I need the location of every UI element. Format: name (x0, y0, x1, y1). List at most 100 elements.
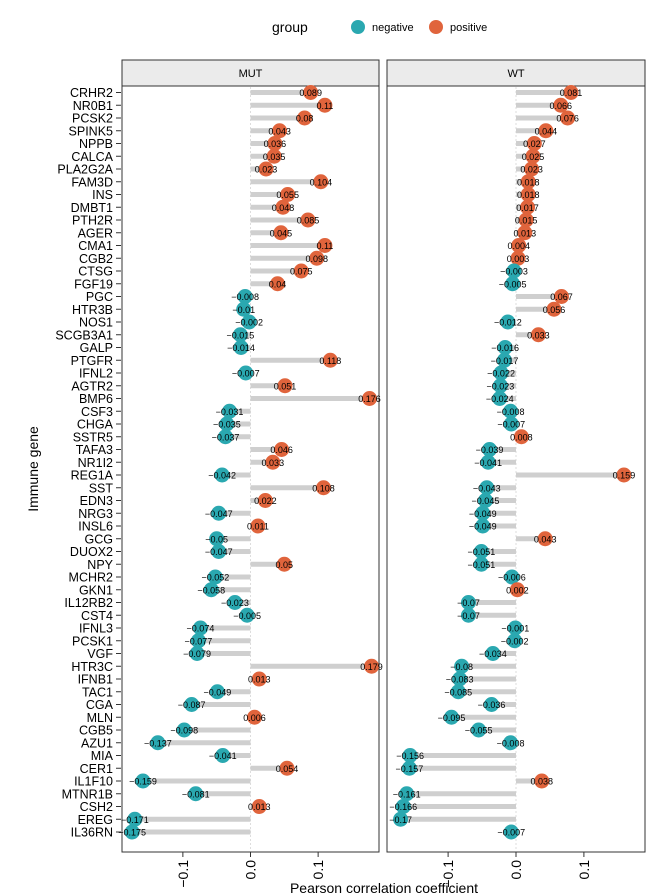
lollipop-point-fgf19 (270, 276, 286, 292)
lollipop-point-scgb3a1 (232, 327, 248, 343)
data-label: −0.098 (170, 726, 198, 736)
gene-label-AZU1: AZU1 (81, 736, 113, 750)
data-label: −0.043 (473, 483, 501, 493)
gene-label-NRG3: NRG3 (78, 507, 113, 521)
panel-wt: 0.081 0.066 0.076 0.044 0.027 0.025 0.023 0.018… (386, 85, 646, 853)
lollipop-point-spink5 (272, 123, 288, 139)
data-label: −0.161 (393, 789, 421, 799)
lollipop-point-cma1 (511, 238, 527, 253)
data-label: 0.023 (255, 165, 278, 175)
panel-wt-header: WT (386, 59, 646, 87)
data-label: 0.013 (514, 228, 537, 238)
lollipop-point-mchr2 (504, 569, 520, 585)
lollipop-point-csh2 (251, 799, 267, 814)
data-label: −0.005 (499, 279, 527, 289)
lollipop-point-agtr2 (492, 378, 508, 394)
gene-label-SST: SST (89, 481, 114, 495)
gene-label-INS: INS (92, 188, 113, 202)
lollipop-point-mtnr1b (399, 786, 415, 802)
lollipop-point-reg1a (616, 467, 632, 483)
gene-label-CST4: CST4 (81, 609, 113, 623)
lollipop-point-htr3c (364, 658, 380, 674)
data-label: 0.025 (522, 152, 545, 162)
lollipop-point-cgb5 (471, 722, 487, 738)
x-tick-label: 0.0 (508, 860, 524, 880)
lollipop-point-sstr5 (217, 429, 233, 445)
data-label: 0.038 (531, 777, 554, 787)
gene-label-NOS1: NOS1 (79, 316, 113, 330)
data-label: 0.075 (290, 267, 313, 277)
lollipop-point-tac1 (450, 684, 466, 700)
data-label: −0.07 (457, 598, 480, 608)
lollipop-point-scgb3a1 (530, 327, 546, 343)
data-label: −0.007 (497, 420, 525, 430)
lollipop-point-cgb2 (510, 250, 526, 266)
data-label: −0.017 (491, 356, 519, 366)
data-label: 0.036 (264, 139, 287, 149)
gene-label-IL36RN: IL36RN (71, 826, 113, 840)
gene-label-GALP: GALP (80, 341, 113, 355)
lollipop-point-galp (233, 340, 249, 355)
lollipop-point-vgf (189, 646, 205, 661)
gene-label-SPINK5: SPINK5 (69, 124, 114, 138)
lollipop-point-il12rb2 (227, 595, 243, 610)
lollipop-point-mln (444, 709, 459, 725)
lollipop-point-bmp6 (492, 391, 508, 406)
data-label: −0.166 (389, 802, 417, 812)
data-label: −0.023 (221, 598, 249, 608)
gene-label-AGER: AGER (78, 226, 113, 240)
data-label: −0.023 (486, 381, 514, 391)
lollipop-point-fam3d (313, 174, 329, 190)
lollipop-point-gcg (209, 531, 225, 547)
lollipop-point-nr1i2 (265, 454, 281, 470)
lollipop-point-ctsg (293, 263, 309, 279)
lollipop-point-tac1 (209, 684, 225, 700)
data-label: 0.056 (543, 305, 566, 315)
lollipop-point-pgc (553, 289, 569, 304)
lollipop-point-cgb2 (309, 250, 325, 266)
gene-label-REG1A: REG1A (71, 469, 114, 483)
gene-label-FGF19: FGF19 (74, 277, 113, 291)
lollipop-point-bmp6 (362, 391, 378, 406)
lollipop-point-agtr2 (277, 378, 293, 394)
gene-label-EREG: EREG (78, 813, 113, 827)
data-label: 0.051 (274, 381, 297, 391)
lollipop-point-ereg (127, 811, 143, 827)
legend-negative-swatch (351, 20, 365, 34)
lollipop-point-nppb (526, 136, 542, 151)
data-label: 0.044 (535, 126, 558, 136)
lollipop-point-cga (184, 697, 200, 712)
lollipop-point-sst (479, 480, 495, 496)
x-tick-label: −0.1 (440, 860, 456, 888)
lollipop-point-pla2g2a (258, 161, 274, 177)
gene-label-PCSK1: PCSK1 (72, 634, 113, 648)
gene-label-IFNL2: IFNL2 (79, 367, 113, 381)
x-tick-label: −0.1 (175, 860, 191, 888)
data-label: 0.048 (272, 203, 295, 213)
gene-label-CALCA: CALCA (71, 150, 113, 164)
data-label: 0.067 (550, 292, 573, 302)
gene-label-IL1F10: IL1F10 (74, 775, 113, 789)
x-axes: −0.1 0.0 0.1 −0.1 0.0 0.1 (175, 852, 592, 888)
gene-label-DMBT1: DMBT1 (71, 201, 113, 215)
gene-label-TAFA3: TAFA3 (76, 443, 113, 457)
lollipop-point-ifnb1 (452, 671, 468, 687)
data-label: −0.095 (438, 713, 466, 723)
lollipop-point-insl6 (475, 518, 491, 534)
lollipop-point-il36rn (503, 824, 519, 840)
data-label: 0.033 (262, 458, 285, 468)
lollipop-point-htr3c (454, 658, 470, 674)
gene-label-NR0B1: NR0B1 (73, 99, 113, 113)
data-label: 0.076 (556, 114, 579, 124)
lollipop-point-htr3b (546, 301, 562, 317)
lollipop-point-nr0b1 (553, 97, 569, 113)
x-tick-label: 0.1 (310, 860, 326, 880)
lollipop-point-ifnl2 (238, 365, 254, 381)
lollipop-point-gcg (537, 531, 553, 547)
panel-mut-header: MUT (121, 59, 380, 87)
lollipop-point-nos1 (500, 314, 516, 330)
data-label: −0.052 (201, 573, 229, 583)
lollipop-point-chga (503, 416, 519, 432)
lollipop-point-pla2g2a (524, 161, 540, 177)
